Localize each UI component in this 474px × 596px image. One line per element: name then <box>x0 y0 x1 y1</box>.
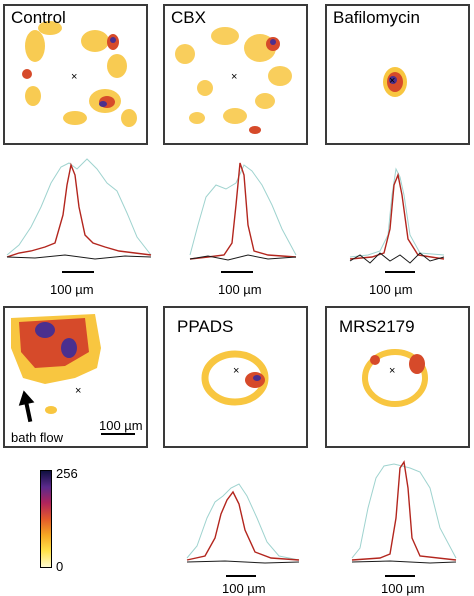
panel-title-ppads: PPADS <box>177 317 234 336</box>
cbx-image-panel: × CBX <box>163 4 308 145</box>
control-flow-image-panel: × bath flow 100 µm <box>3 306 148 448</box>
panel-title-control: Control <box>11 8 66 27</box>
control-flow-heatmap: × <box>11 314 135 435</box>
mrs2179-image-panel: × MRS2179 <box>325 306 470 448</box>
bafilomycin-image-panel: × Bafilomycin <box>325 4 470 145</box>
ppads-profile-scale-bar <box>226 575 256 577</box>
centre-marker: × <box>71 71 77 83</box>
control-image-panel: × Control <box>3 4 148 145</box>
bafilomycin-profile-scale-label: 100 µm <box>369 282 413 297</box>
cbx-profile-scale-label: 100 µm <box>218 282 262 297</box>
control-profile-plot <box>5 155 153 265</box>
cbx-profile-scale-bar <box>221 271 253 273</box>
flow-arrow-icon <box>18 390 35 423</box>
panel-title-mrs2179: MRS2179 <box>339 317 415 336</box>
bafilomycin-profile-scale-bar <box>385 271 415 273</box>
centre-marker: × <box>389 75 395 87</box>
ppads-profile-scale-label: 100 µm <box>222 581 266 596</box>
ppads-image-panel: × PPADS <box>163 306 308 448</box>
panel-title-bafilomycin: Bafilomycin <box>333 8 420 27</box>
cbx-profile-plot <box>188 155 298 265</box>
control-profile-scale-label: 100 µm <box>50 282 94 297</box>
control-heatmap: × <box>22 21 137 127</box>
bath-flow-label: bath flow <box>11 430 64 445</box>
mrs2179-profile-scale-label: 100 µm <box>381 581 425 596</box>
panel-title-cbx: CBX <box>171 8 206 27</box>
bafilomycin-heatmap: × <box>383 67 407 97</box>
image-scale-label: 100 µm <box>99 418 143 433</box>
mrs2179-profile-plot <box>350 458 460 568</box>
control-profile-scale-bar <box>62 271 94 273</box>
centre-marker: × <box>75 385 81 397</box>
ppads-heatmap: × <box>201 350 269 406</box>
image-scale-bar <box>101 433 135 435</box>
ppads-profile-plot <box>185 478 301 568</box>
colorbar <box>40 470 52 568</box>
mrs2179-heatmap: × <box>362 349 428 407</box>
cbx-heatmap: × <box>175 27 292 134</box>
centre-marker: × <box>231 71 237 83</box>
bafilomycin-profile-plot <box>348 155 446 267</box>
centre-marker: × <box>389 365 395 377</box>
colorbar-min-label: 0 <box>56 559 64 574</box>
centre-marker: × <box>233 365 239 377</box>
mrs2179-profile-scale-bar <box>385 575 415 577</box>
colorbar-max-label: 256 <box>56 466 78 481</box>
